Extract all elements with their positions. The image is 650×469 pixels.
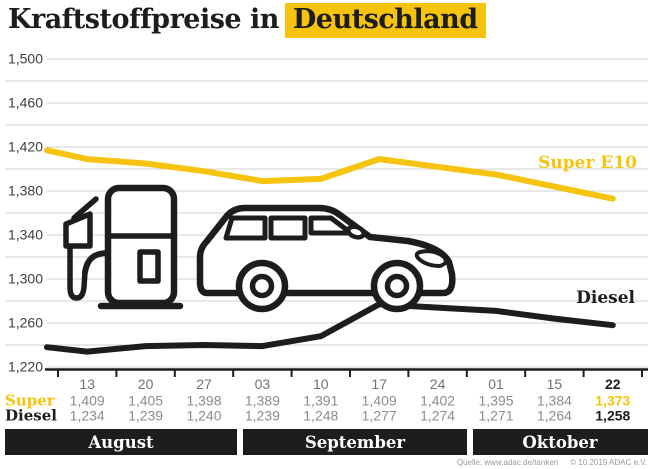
price-value: 1,239 [128, 408, 163, 424]
y-axis-label: 1,460 [8, 95, 43, 111]
y-axis-label: 1,300 [8, 271, 43, 287]
price-value: 1,389 [245, 393, 280, 409]
row-label-diesel: Diesel [5, 407, 57, 425]
data-lines [44, 147, 616, 355]
date-label: 27 [196, 376, 212, 392]
date-label: 13 [79, 376, 95, 392]
y-axis-labels: 1,220 1,260 1,300 1,340 1,380 1,420 1,460 1,500 [8, 51, 43, 375]
date-label: 15 [547, 376, 563, 392]
title-prefix: Kraftstoffpreise in [8, 4, 279, 35]
source-copyright: © 10.2019 ADAC e.V. [570, 458, 647, 467]
price-value: 1,264 [537, 408, 572, 424]
month-label-september: September [305, 433, 406, 452]
month-label-august: August [87, 433, 154, 452]
month-band-august [5, 429, 237, 455]
price-value: 1,405 [128, 393, 163, 409]
price-value: 1,277 [362, 408, 397, 424]
date-label: 22 [605, 376, 621, 392]
price-value: 1,395 [478, 393, 513, 409]
price-value: 1,234 [70, 408, 105, 424]
fuel-pump-icon [63, 184, 184, 310]
month-band-september [243, 429, 467, 455]
x-axis [45, 368, 648, 377]
date-label: 24 [430, 376, 446, 392]
price-value: 1,240 [186, 408, 221, 424]
date-label: 17 [371, 376, 387, 392]
date-label: 10 [313, 376, 329, 392]
price-value: 1,391 [303, 393, 338, 409]
date-labels: 13 20 27 03 10 17 24 01 15 22 [79, 376, 620, 392]
diesel-price-line [44, 301, 616, 355]
price-value: 1,271 [478, 408, 513, 424]
price-value: 1,258 [595, 408, 630, 424]
y-axis-label: 1,260 [8, 315, 43, 331]
y-axis-label: 1,220 [8, 359, 43, 375]
price-value: 1,384 [537, 393, 572, 409]
car-icon [196, 204, 456, 313]
date-label: 01 [488, 376, 504, 392]
month-bands: August September Oktober [5, 429, 648, 455]
y-axis-label: 1,420 [8, 139, 43, 155]
super-price-line [44, 147, 616, 202]
price-table-values: 1,409 1,405 1,398 1,389 1,391 1,409 1,402 1,395… [70, 393, 631, 424]
y-axis-label: 1,500 [8, 51, 43, 67]
price-value: 1,248 [303, 408, 338, 424]
month-band-oktober [473, 429, 648, 455]
month-label-oktober: Oktober [522, 433, 597, 452]
price-value: 1,239 [245, 408, 280, 424]
price-value: 1,409 [70, 393, 105, 409]
price-value: 1,274 [420, 408, 455, 424]
price-value: 1,402 [420, 393, 455, 409]
source-note: Quelle: www.adac.de/tanken © 10.2019 ADAC… [457, 458, 647, 467]
date-label: 03 [255, 376, 271, 392]
diesel-line-label: Diesel [576, 288, 635, 308]
price-value: 1,409 [362, 393, 397, 409]
y-axis-label: 1,340 [8, 227, 43, 243]
title-highlight: Deutschland [284, 3, 486, 38]
row-label-super: Super [5, 392, 56, 410]
date-label: 20 [138, 376, 154, 392]
price-value: 1,373 [595, 393, 630, 409]
price-value: 1,398 [186, 393, 221, 409]
y-axis-label: 1,380 [8, 183, 43, 199]
source-quelle: Quelle: www.adac.de/tanken [456, 458, 559, 467]
page-title: Kraftstoffpreise in Deutschland [8, 3, 486, 38]
super-e10-line-label: Super E10 [538, 153, 637, 173]
